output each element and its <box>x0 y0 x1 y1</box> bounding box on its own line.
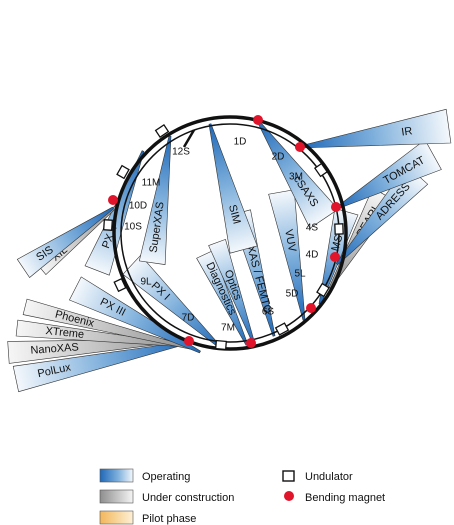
undulator-icon <box>274 322 290 336</box>
beamline-ir: IR <box>299 108 452 149</box>
bending-magnet-icon <box>330 252 340 262</box>
beamline-label-ms: MS <box>329 233 345 252</box>
beamline-tomcat: TOMCAT <box>336 139 442 210</box>
undulator-icon <box>214 339 228 351</box>
bending-magnet-icon <box>108 195 118 205</box>
undulator-icon <box>154 123 170 139</box>
bending-magnet-icon <box>295 142 305 152</box>
legend-label-magnet: Bending magnet <box>305 492 385 504</box>
beamline-sis: SIS <box>16 206 115 278</box>
legend-label-operating: Operating <box>142 471 190 483</box>
sector-label-6s: 6S <box>262 307 275 318</box>
injection-line <box>182 129 196 148</box>
undulator-icon <box>316 282 330 298</box>
legend-label-pilot: Pilot phase <box>142 513 196 525</box>
sector-label-7d: 7D <box>182 313 195 324</box>
sector-label-4s: 4S <box>306 223 319 234</box>
bending-magnet-icon <box>331 202 341 212</box>
legend: Operating Under construction Pilot phase… <box>99 468 385 525</box>
legend-label-undulator: Undulator <box>305 471 353 483</box>
sector-label-4d: 4D <box>306 250 319 261</box>
beamline-fan-superxas <box>138 135 172 265</box>
undulator-icon <box>334 223 344 235</box>
beamline-vuv: VUV <box>268 189 306 321</box>
legend-swatch-construction <box>99 489 134 504</box>
beamline-superxas: SuperXAS <box>138 135 172 265</box>
sector-label-3m: 3M <box>289 172 303 183</box>
beamline-label-ir: IR <box>401 125 414 138</box>
sector-label-5d: 5D <box>286 289 299 300</box>
beamline-fan-sim <box>208 123 258 254</box>
beamline-label-sim: SIM <box>226 203 243 225</box>
bending-magnet-icon <box>306 303 316 313</box>
ring-outer <box>112 115 348 351</box>
undulator-icon <box>116 164 130 180</box>
sector-label-10d: 10D <box>129 201 147 212</box>
bending-magnet-icon <box>253 115 263 125</box>
beamline-sim: SIM <box>208 123 258 254</box>
legend-undulator-icon <box>282 470 295 482</box>
bending-magnet-icon <box>184 336 194 346</box>
beamline-label-vuv: VUV <box>282 228 298 253</box>
legend-label-construction: Under construction <box>142 492 234 504</box>
legend-magnet-icon <box>284 491 294 501</box>
sector-label-12s: 12S <box>172 147 190 158</box>
sector-label-5l: 5L <box>294 269 306 280</box>
beamline-label-nanoxas: NanoXAS <box>30 341 79 356</box>
beamline-fan-ir <box>299 108 452 149</box>
bending-magnet-icon <box>246 338 256 348</box>
sector-label-11m: 11M <box>142 178 161 189</box>
beamline-fan-vuv <box>268 189 306 321</box>
legend-swatch-operating <box>99 468 134 483</box>
undulator-icon <box>313 162 329 178</box>
sector-label-7m: 7M <box>221 323 235 334</box>
ring-devices <box>102 115 344 351</box>
sector-label-1d: 1D <box>234 137 247 148</box>
legend-swatch-pilot <box>99 510 134 525</box>
sector-label-9l: 9L <box>140 277 152 288</box>
beamline-px-iii: PX III <box>68 276 201 354</box>
undulator-icon <box>102 219 114 231</box>
undulator-icon <box>113 277 127 293</box>
beamline-fan-px-iii <box>68 276 201 354</box>
beamline-label-xtreme: XTreme <box>45 325 85 341</box>
sector-label-2d: 2D <box>272 152 285 163</box>
beamline-fan-sis <box>16 206 115 278</box>
sector-label-10s: 10S <box>124 222 142 233</box>
